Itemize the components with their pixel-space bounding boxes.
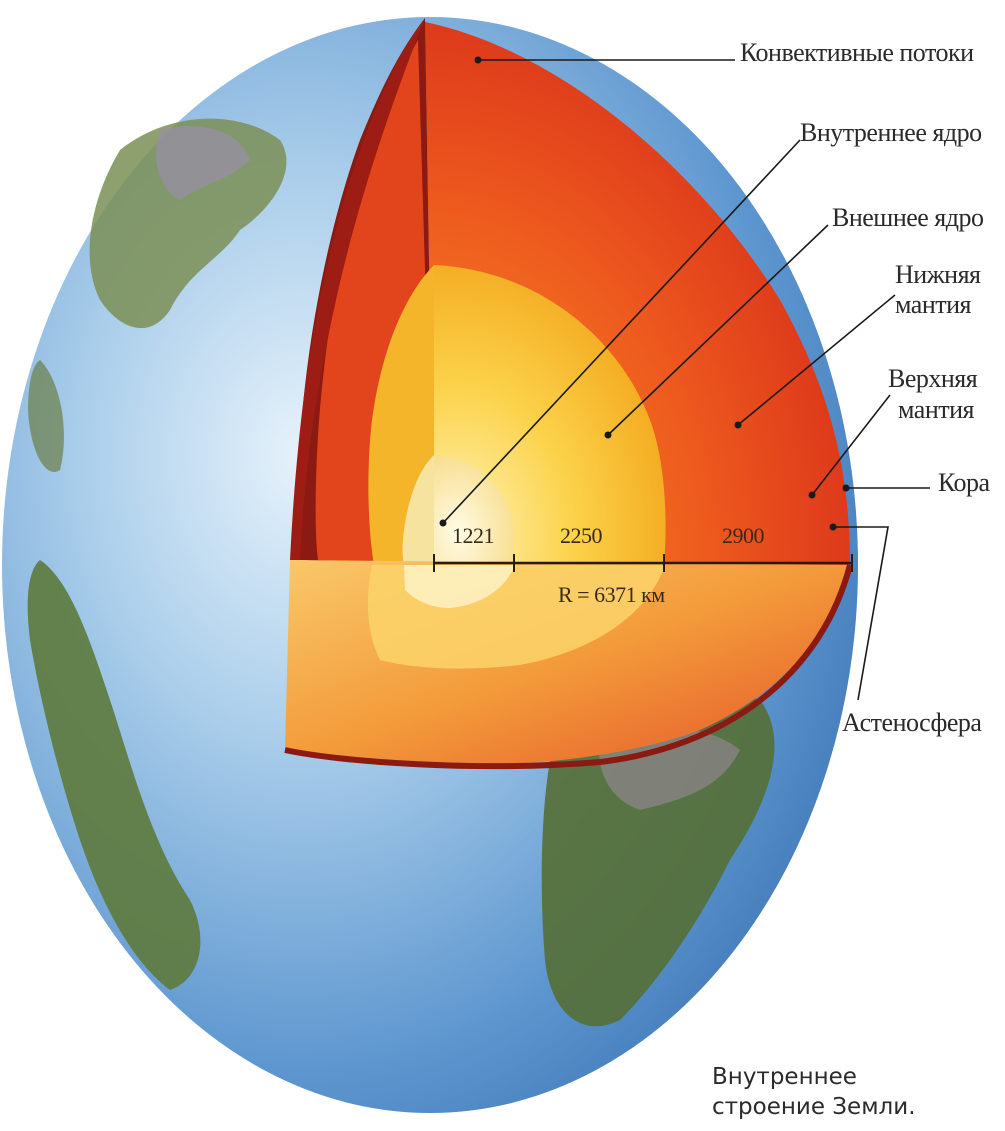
label-lower-mantle-line2: мантия (895, 290, 971, 319)
label-asthenosphere: Астеносфера (842, 708, 982, 737)
leader-inner-core (442, 139, 801, 524)
leader-lower-mantle (737, 294, 896, 426)
leader-dot-outer-core (604, 431, 612, 439)
leader-dot-crust (842, 484, 850, 492)
floor-crust-edge (284, 564, 853, 770)
continent-north-america-2 (156, 126, 250, 200)
leader-dot-lower-mantle (734, 421, 742, 429)
leader-asthenosphere (833, 526, 889, 701)
leader-dot-inner-core (439, 519, 447, 527)
leader-dot-asthenosphere (829, 523, 837, 531)
label-convective-flows: Конвективные потоки (740, 38, 974, 67)
leader-dot-upper-mantle (808, 491, 816, 499)
label-lower-mantle-line1: Нижняя (895, 260, 981, 289)
measure-radius: R = 6371 км (558, 582, 665, 607)
label-crust: Кора (938, 468, 990, 497)
caption-line1: Внутреннее (712, 1064, 857, 1090)
crust-outer-left (290, 18, 425, 560)
inner-core-side (402, 455, 434, 565)
measure-outer-core: 2250 (560, 523, 603, 548)
measure-inner-core: 1221 (452, 523, 495, 548)
floor-inner-band (404, 565, 515, 608)
label-outer-core: Внешнее ядро (832, 203, 984, 232)
inner-core (434, 455, 515, 565)
continent-islands (28, 360, 64, 472)
continent-south-america (27, 560, 201, 990)
label-upper-mantle-line1: Верхняя (888, 364, 978, 393)
leader-dot-convective (474, 56, 482, 64)
leader-upper-mantle (811, 394, 891, 496)
leader-outer-core (607, 224, 829, 436)
label-upper-mantle-line2: мантия (898, 395, 974, 424)
continent-north-america (89, 118, 287, 329)
label-inner-core: Внутреннее ядро (800, 118, 982, 147)
measure-mantle: 2900 (722, 523, 765, 548)
caption-line2: строение Земли. (712, 1094, 916, 1120)
